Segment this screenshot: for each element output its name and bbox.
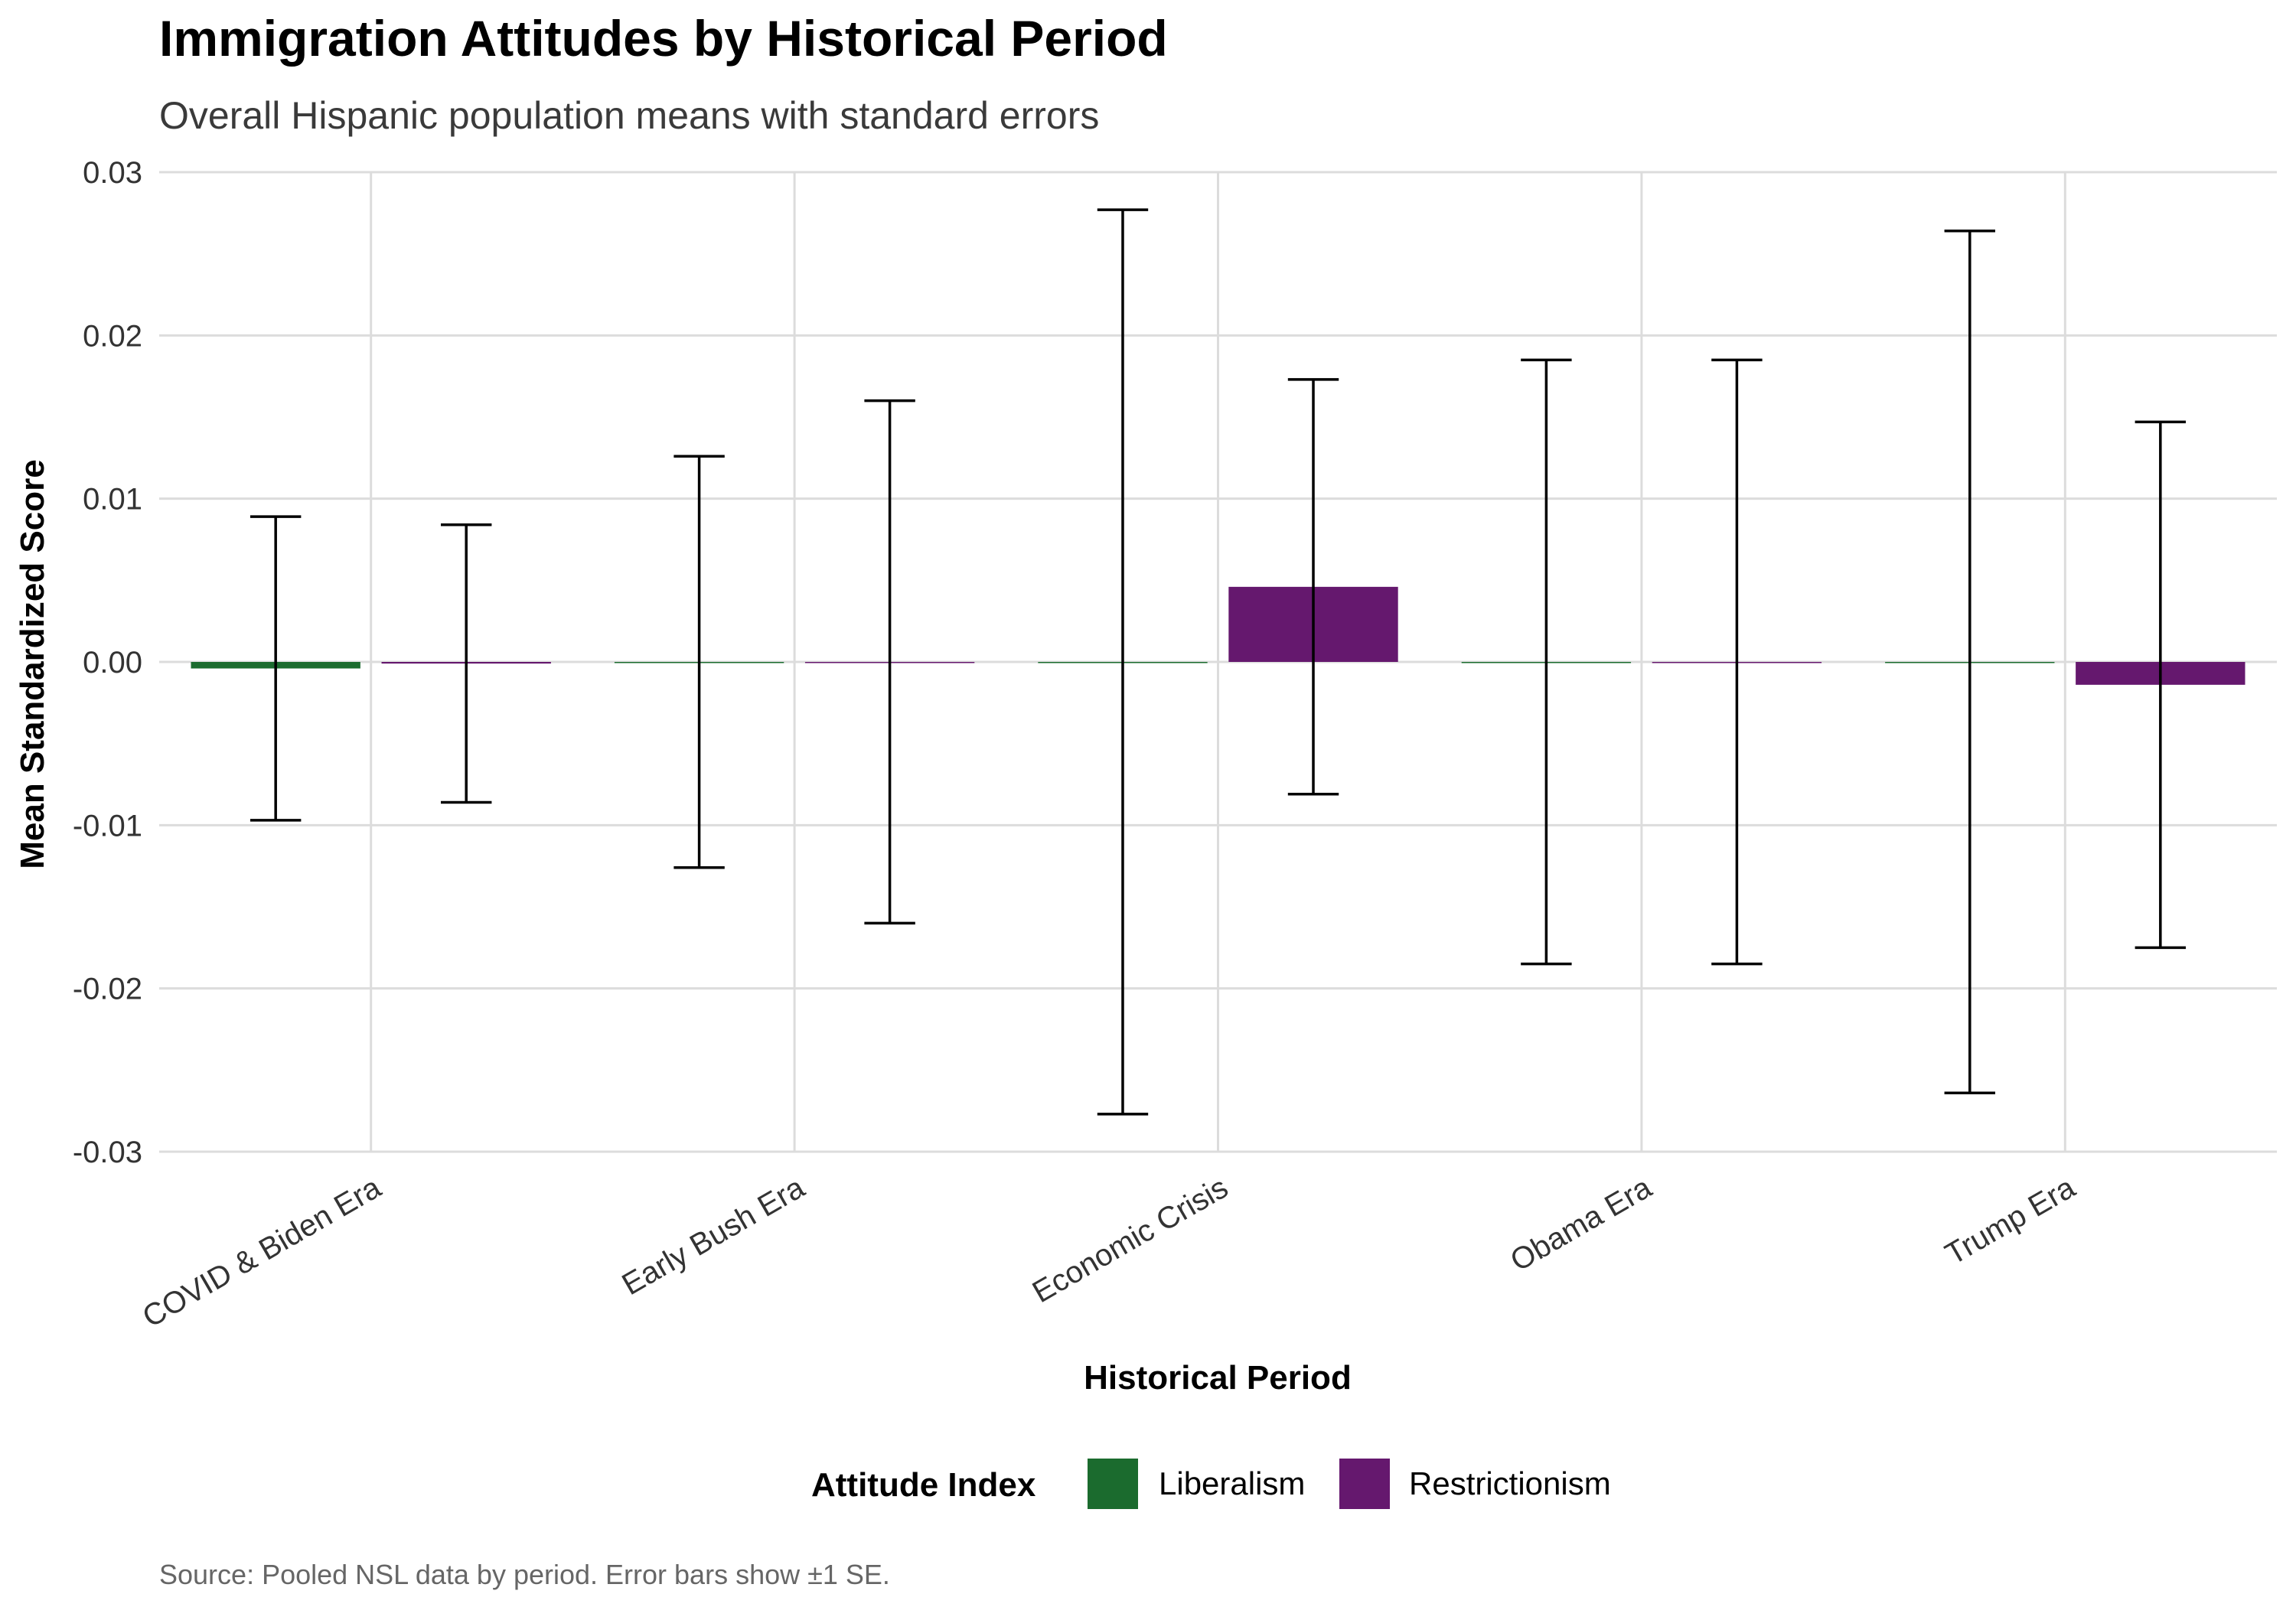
legend-label-restrictionism: Restrictionism: [1409, 1465, 1611, 1501]
error-bars: [249, 208, 2187, 1116]
legend-swatch-restrictionism: [1339, 1459, 1390, 1509]
legend-swatch-liberalism: [1088, 1459, 1138, 1509]
error-bar-restrictionism-trump-era: [2135, 420, 2187, 950]
chart-caption: Source: Pooled NSL data by period. Error…: [159, 1559, 890, 1590]
legend-label-liberalism: Liberalism: [1159, 1465, 1305, 1501]
y-tick-label: 0.03: [83, 156, 142, 190]
error-bar-restrictionism-economic-crisis: [1287, 378, 1339, 796]
x-tick-label-early-bush-era: Early Bush Era: [617, 1170, 811, 1302]
error-bar-restrictionism-covid-biden-era: [441, 523, 492, 804]
x-tick-label-obama-era: Obama Era: [1505, 1170, 1658, 1278]
error-bar-restrictionism-obama-era: [1711, 358, 1763, 966]
x-tick-label-trump-era: Trump Era: [1939, 1170, 2081, 1271]
error-bar-liberalism-trump-era: [1944, 230, 1995, 1094]
y-tick-label: -0.03: [73, 1136, 142, 1169]
x-tick-label-economic-crisis: Economic Crisis: [1027, 1171, 1234, 1309]
y-tick-label: 0.01: [83, 483, 142, 517]
error-bar-liberalism-economic-crisis: [1097, 208, 1149, 1116]
error-bar-restrictionism-early-bush-era: [864, 399, 915, 925]
legend: Attitude Index Liberalism Restrictionism: [811, 1459, 1611, 1509]
x-axis-title: Historical Period: [1084, 1359, 1352, 1397]
y-tick-label: -0.01: [73, 809, 142, 843]
x-axis-ticks: COVID & Biden Era Early Bush Era Economic …: [137, 1170, 2081, 1334]
x-tick-label-covid-biden-era: COVID & Biden Era: [137, 1170, 387, 1334]
error-bar-liberalism-early-bush-era: [673, 455, 725, 869]
y-tick-label: -0.02: [73, 973, 142, 1006]
legend-title: Attitude Index: [811, 1466, 1036, 1504]
y-axis-title: Mean Standardized Score: [14, 459, 51, 869]
y-axis-ticks: 0.03 0.02 0.01 0.00 -0.01 -0.02 -0.03: [73, 156, 142, 1169]
y-tick-label: 0.02: [83, 319, 142, 353]
error-bar-liberalism-covid-biden-era: [249, 515, 302, 822]
error-bar-liberalism-obama-era: [1521, 358, 1572, 966]
chart-subtitle: Overall Hispanic population means with s…: [159, 94, 1099, 137]
chart-title: Immigration Attitudes by Historical Peri…: [159, 10, 1168, 67]
y-tick-label: 0.00: [83, 646, 142, 680]
